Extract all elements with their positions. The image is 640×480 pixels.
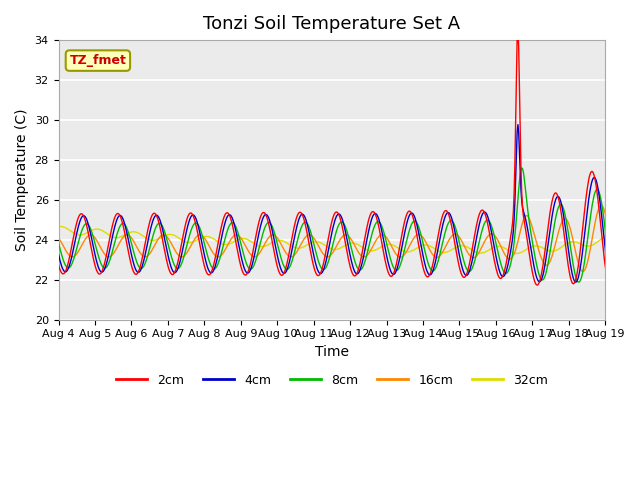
Legend: 2cm, 4cm, 8cm, 16cm, 32cm: 2cm, 4cm, 8cm, 16cm, 32cm (111, 369, 553, 392)
2cm (598, 237, 606, 243)
8cm (54, 240, 62, 246)
4cm (196, 233, 204, 239)
Y-axis label: Soil Temperature (C): Soil Temperature (C) (15, 108, 29, 251)
16cm (173, 251, 181, 256)
8cm (518, 165, 525, 171)
4cm (54, 252, 62, 257)
32cm (532, 243, 540, 249)
2cm (602, 268, 610, 274)
Text: TZ_fmet: TZ_fmet (70, 54, 126, 67)
2cm (196, 245, 204, 251)
16cm (598, 203, 605, 208)
2cm (531, 278, 538, 284)
32cm (513, 251, 520, 256)
Line: 8cm: 8cm (58, 168, 606, 282)
8cm (575, 279, 582, 285)
16cm (530, 230, 538, 236)
8cm (173, 265, 181, 271)
8cm (292, 246, 300, 252)
4cm (572, 279, 579, 285)
32cm (470, 248, 477, 254)
4cm (514, 122, 522, 128)
2cm (54, 262, 62, 268)
8cm (602, 234, 610, 240)
Title: Tonzi Soil Temperature Set A: Tonzi Soil Temperature Set A (204, 15, 460, 33)
8cm (469, 263, 477, 269)
32cm (174, 234, 182, 240)
4cm (598, 218, 606, 224)
4cm (292, 230, 300, 236)
32cm (198, 235, 205, 240)
32cm (56, 224, 64, 229)
32cm (602, 234, 610, 240)
8cm (196, 227, 204, 233)
4cm (173, 268, 181, 274)
16cm (54, 235, 62, 241)
16cm (579, 268, 587, 274)
4cm (602, 252, 610, 258)
Line: 16cm: 16cm (58, 205, 606, 271)
16cm (602, 214, 610, 220)
32cm (292, 245, 300, 251)
X-axis label: Time: Time (315, 345, 349, 359)
8cm (531, 252, 538, 258)
2cm (173, 263, 181, 268)
Line: 32cm: 32cm (58, 227, 606, 253)
4cm (531, 267, 538, 273)
2cm (533, 282, 541, 288)
2cm (514, 24, 522, 30)
8cm (598, 204, 606, 210)
2cm (469, 241, 477, 247)
32cm (54, 224, 62, 229)
32cm (598, 236, 606, 241)
16cm (598, 203, 606, 209)
4cm (469, 253, 477, 259)
Line: 4cm: 4cm (58, 125, 606, 282)
16cm (196, 232, 204, 238)
2cm (292, 219, 300, 225)
Line: 2cm: 2cm (58, 27, 606, 285)
16cm (292, 251, 300, 257)
16cm (469, 255, 477, 261)
